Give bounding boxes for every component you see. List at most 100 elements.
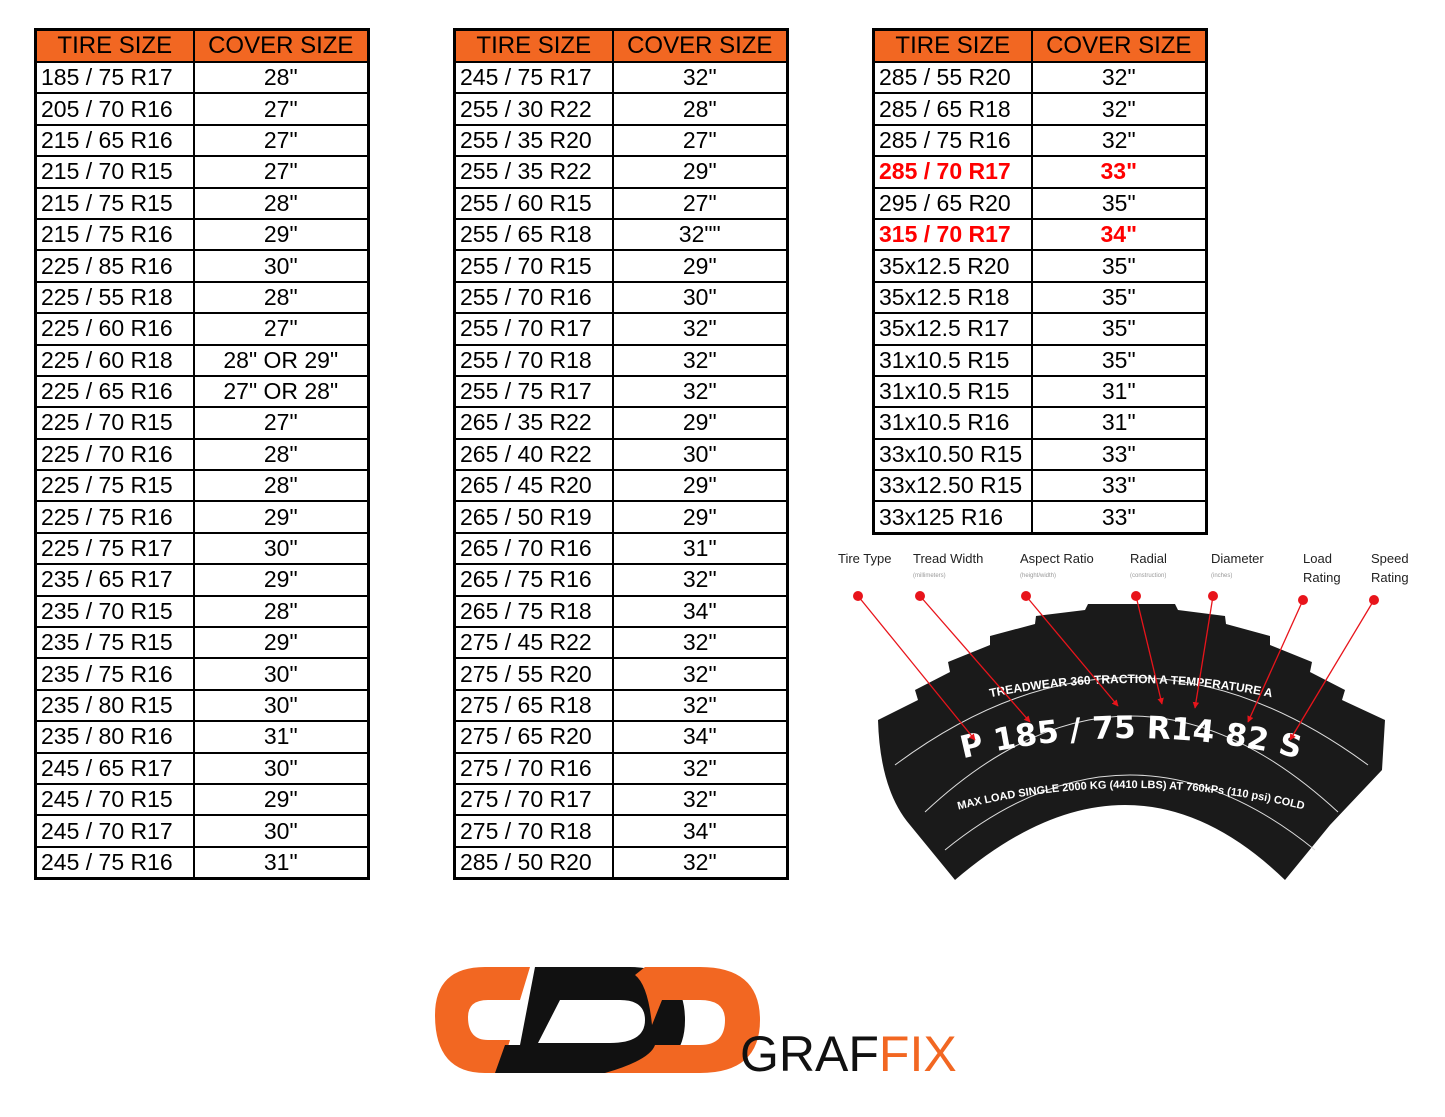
cover-size-cell: 27"	[192, 123, 370, 158]
cover-size-cell: 29"	[192, 217, 370, 252]
tire-size-cell: 35x12.5 R17	[872, 312, 1033, 346]
tire-size-cell: 285 / 50 R20	[453, 845, 614, 880]
tire-size-cell: 35x12.5 R18	[872, 280, 1033, 315]
table-row: 225 / 75 R16 29"	[34, 500, 370, 534]
table-row: 255 / 30 R22 28"	[453, 92, 789, 126]
table-row: 31x10.5 R15 31"	[872, 374, 1208, 409]
tire-size-cell: 285 / 70 R17	[872, 155, 1033, 189]
tire-size-header: TIRE SIZE	[34, 28, 195, 63]
diagram-sublabel: (construction)	[1130, 573, 1166, 579]
tire-size-cell: 235 / 65 R17	[34, 563, 195, 597]
table-row: 235 / 80 R15 30"	[34, 688, 370, 723]
cover-size-header: COVER SIZE	[192, 28, 370, 63]
table-row: 225 / 85 R16 30"	[34, 249, 370, 283]
tire-size-cell: 225 / 75 R15	[34, 469, 195, 503]
tire-size-cell: 265 / 75 R16	[453, 563, 614, 597]
pointer-arrow	[919, 595, 1031, 723]
tire-size-cell: 225 / 70 R15	[34, 406, 195, 440]
tire-size-cell: 275 / 70 R17	[453, 782, 614, 817]
table-row: 275 / 55 R20 32"	[453, 657, 789, 691]
cover-size-cell: 34"	[611, 594, 789, 629]
table-row: 31x10.5 R16 31"	[872, 406, 1208, 440]
tire-size-cell: 265 / 50 R19	[453, 500, 614, 534]
tire-size-cell: 215 / 75 R15	[34, 186, 195, 220]
table-row: 33x12.50 R15 33"	[872, 469, 1208, 503]
cover-size-cell: 32"	[611, 343, 789, 377]
table-row: 185 / 75 R17 28"	[34, 60, 370, 95]
pointer-arrow	[1025, 595, 1119, 707]
table-row: 285 / 65 R18 32"	[872, 92, 1208, 126]
cover-size-cell: 29"	[611, 469, 789, 503]
cover-size-cell: 28"	[192, 280, 370, 315]
cover-size-cell: 30"	[192, 688, 370, 723]
tire-size-header: TIRE SIZE	[872, 28, 1033, 63]
pointer-arrow	[1192, 595, 1214, 709]
tire-size-cell: 255 / 35 R22	[453, 155, 614, 189]
table-row: 225 / 60 R16 27"	[34, 312, 370, 346]
tire-size-cell: 255 / 30 R22	[453, 92, 614, 126]
cover-size-cell: 29"	[192, 500, 370, 534]
tire-size-cell: 265 / 45 R20	[453, 469, 614, 503]
cover-size-cell: 29"	[611, 155, 789, 189]
cover-size-cell: 32""	[611, 217, 789, 252]
tire-size-cell: 255 / 70 R16	[453, 280, 614, 315]
cover-size-cell: 32"	[1030, 92, 1208, 126]
cover-size-cell: 34"	[611, 814, 789, 848]
table-row: 245 / 75 R16 31"	[34, 845, 370, 880]
cover-size-cell: 30"	[611, 280, 789, 315]
table-row: 245 / 70 R17 30"	[34, 814, 370, 848]
table-row: 265 / 45 R20 29"	[453, 469, 789, 503]
table-row: 285 / 50 R20 32"	[453, 845, 789, 880]
table-row: 235 / 70 R15 28"	[34, 594, 370, 629]
cover-size-cell: 30"	[192, 657, 370, 691]
table-row: 245 / 75 R17 32"	[453, 60, 789, 95]
diagram-label: Rating	[1303, 570, 1341, 585]
table-row: 35x12.5 R18 35"	[872, 280, 1208, 315]
tire-size-cell: 265 / 75 R18	[453, 594, 614, 629]
size-table-2: TIRE SIZE COVER SIZE 245 / 75 R17 32" 255 / …	[453, 28, 789, 881]
cover-size-cell: 29"	[192, 626, 370, 660]
tire-size-cell: 255 / 65 R18	[453, 217, 614, 252]
cover-size-cell: 33"	[1030, 437, 1208, 472]
table-row: 285 / 55 R20 32"	[872, 60, 1208, 95]
cover-size-cell: 27"	[192, 312, 370, 346]
tire-size-cell: 235 / 80 R15	[34, 688, 195, 723]
tire-size-cell: 225 / 55 R18	[34, 280, 195, 315]
tire-size-cell: 225 / 75 R16	[34, 500, 195, 534]
tire-size-cell: 225 / 60 R18	[34, 343, 195, 377]
tire-size-cell: 275 / 55 R20	[453, 657, 614, 691]
cover-size-cell: 32"	[611, 657, 789, 691]
table-row: 265 / 40 R22 30"	[453, 437, 789, 472]
cover-size-cell: 31"	[192, 720, 370, 754]
tire-size-cell: 235 / 70 R15	[34, 594, 195, 629]
cover-size-cell: 35"	[1030, 280, 1208, 315]
cover-size-cell: 35"	[1030, 312, 1208, 346]
logo-d-orange	[605, 967, 760, 1073]
cover-size-cell: 32"	[611, 626, 789, 660]
tire-size-cell: 215 / 65 R16	[34, 123, 195, 158]
tire-size-cell: 215 / 75 R16	[34, 217, 195, 252]
tire-size-cell: 255 / 70 R17	[453, 312, 614, 346]
cover-size-cell: 32"	[611, 782, 789, 817]
cover-size-cell: 35"	[1030, 249, 1208, 283]
size-table-3: TIRE SIZE COVER SIZE 285 / 55 R20 32" 285 / …	[872, 28, 1208, 535]
table-row: 35x12.5 R20 35"	[872, 249, 1208, 283]
table-row: 225 / 70 R15 27"	[34, 406, 370, 440]
table-row: 245 / 70 R15 29"	[34, 782, 370, 817]
diagram-label: Speed	[1371, 551, 1409, 566]
table-row: 265 / 75 R18 34"	[453, 594, 789, 629]
diagram-label: Load	[1303, 551, 1332, 566]
tire-size-cell: 245 / 70 R17	[34, 814, 195, 848]
table-row: 235 / 80 R16 31"	[34, 720, 370, 754]
table-row: 285 / 70 R17 33"	[872, 155, 1208, 189]
tire-size-cell: 315 / 70 R17	[872, 217, 1033, 252]
tire-size-cell: 255 / 60 R15	[453, 186, 614, 220]
table-row: 225 / 55 R18 28"	[34, 280, 370, 315]
cover-size-cell: 27" OR 28"	[192, 374, 370, 409]
cover-size-cell: 31"	[1030, 374, 1208, 409]
table-row: 255 / 60 R15 27"	[453, 186, 789, 220]
tire-size-cell: 33x125 R16	[872, 500, 1033, 535]
diagram-sublabel: (millimeters)	[913, 573, 946, 579]
pointer-arrow	[1289, 599, 1375, 741]
